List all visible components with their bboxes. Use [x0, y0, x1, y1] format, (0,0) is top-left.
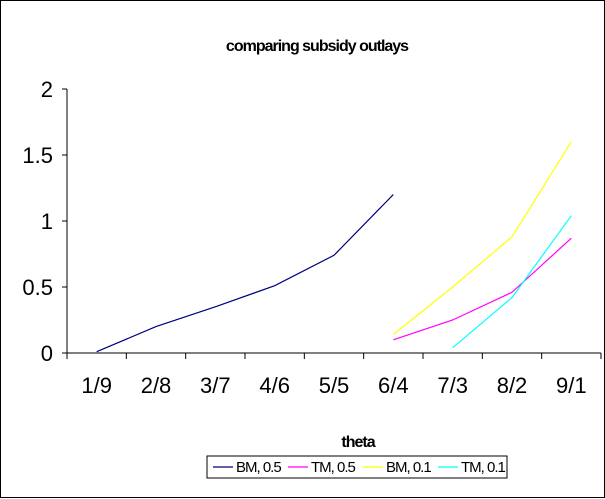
y-tick-label: 1: [41, 209, 53, 234]
series-line-bm-0-5: [96, 194, 394, 353]
series-line-tm-0-5: [393, 237, 572, 341]
y-tick-label: 0: [41, 341, 53, 366]
legend: BM, 0.5 TM, 0.5 BM, 0.1 TM, 0.1: [206, 455, 508, 479]
series-lines: [96, 141, 572, 353]
legend-label: BM, 0.5: [236, 459, 281, 476]
y-tick-labels: 0 0.5 1 1.5 2: [22, 77, 53, 366]
x-tick-label: 7/3: [437, 373, 468, 398]
x-tick-label: 5/5: [319, 373, 350, 398]
x-tick-label: 1/9: [81, 373, 112, 398]
x-tick-label: 3/7: [200, 373, 231, 398]
x-tick-label: 4/6: [259, 373, 290, 398]
x-tick-labels: 1/9 2/8 3/7 4/6 5/5 6/4 7/3 8/2 9/1: [81, 373, 586, 398]
x-axis-title: theta: [341, 434, 375, 451]
series-line-bm-0-1: [392, 141, 572, 335]
y-tick-label: 0.5: [22, 275, 53, 300]
legend-label: BM, 0.1: [386, 459, 431, 476]
series-line-tm-0-1: [452, 215, 572, 349]
x-tick-label: 8/2: [497, 373, 528, 398]
y-tick-label: 2: [41, 77, 53, 102]
legend-label: TM, 0.5: [311, 459, 356, 476]
x-tick-label: 2/8: [141, 373, 172, 398]
legend-box: [206, 455, 508, 479]
x-tick-label: 9/1: [556, 373, 587, 398]
chart-title: comparing subsidy outlays: [226, 38, 409, 55]
legend-label: TM, 0.1: [461, 459, 506, 476]
y-tick-label: 1.5: [22, 143, 53, 168]
axes: [62, 88, 602, 359]
x-tick-label: 6/4: [378, 373, 409, 398]
